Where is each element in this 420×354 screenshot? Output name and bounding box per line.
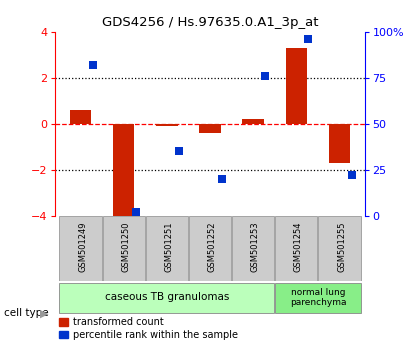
Point: [305, 36, 312, 42]
Legend: transformed count, percentile rank within the sample: transformed count, percentile rank withi…: [60, 318, 238, 340]
Point: [89, 62, 96, 68]
Bar: [189, 216, 231, 281]
Bar: [232, 216, 274, 281]
Bar: [59, 216, 102, 281]
Bar: [156, 124, 178, 126]
Bar: [286, 48, 307, 124]
Bar: [113, 124, 134, 223]
Text: GSM501253: GSM501253: [251, 221, 260, 272]
Text: GSM501254: GSM501254: [294, 221, 303, 272]
Text: cell type: cell type: [4, 308, 49, 318]
Text: GDS4256 / Hs.97635.0.A1_3p_at: GDS4256 / Hs.97635.0.A1_3p_at: [102, 16, 318, 29]
Point: [262, 73, 269, 79]
Text: caseous TB granulomas: caseous TB granulomas: [105, 292, 229, 302]
Bar: [199, 124, 221, 133]
Text: normal lung
parenchyma: normal lung parenchyma: [290, 287, 346, 307]
Bar: [275, 283, 361, 313]
Text: GSM501249: GSM501249: [78, 221, 87, 272]
Bar: [102, 216, 145, 281]
Bar: [275, 216, 318, 281]
Text: GSM501250: GSM501250: [121, 221, 130, 272]
Bar: [329, 124, 350, 163]
Point: [132, 209, 139, 215]
Bar: [146, 216, 188, 281]
Point: [348, 172, 355, 178]
Text: GSM501251: GSM501251: [165, 221, 173, 272]
Point: [219, 176, 226, 182]
Text: GSM501252: GSM501252: [207, 221, 217, 272]
Text: GSM501255: GSM501255: [337, 221, 346, 272]
Bar: [59, 283, 274, 313]
Bar: [242, 119, 264, 124]
Bar: [70, 110, 91, 124]
Text: ▶: ▶: [40, 308, 48, 318]
Bar: [318, 216, 361, 281]
Point: [176, 149, 182, 154]
